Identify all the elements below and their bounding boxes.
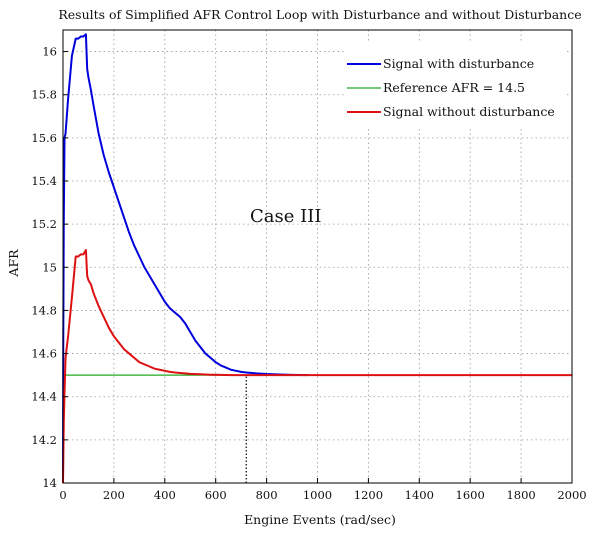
- x-tick-label: 0: [59, 488, 66, 502]
- x-tick-label: 1200: [354, 488, 383, 502]
- x-tick-label: 600: [205, 488, 227, 502]
- legend: Signal with disturbance Reference AFR = 1…: [345, 43, 567, 127]
- y-tick-label: 15.2: [31, 217, 57, 231]
- series-layer: [62, 33, 572, 484]
- case-annotation: Case III: [250, 206, 321, 227]
- y-tick-label: 14.8: [31, 303, 57, 317]
- x-axis-label: Engine Events (rad/sec): [244, 512, 396, 527]
- tick-layer: 0 200 400 600 800 1000 1200 1400 1600 1800 2000 14 1…: [31, 45, 586, 502]
- x-tick-label: 1800: [506, 488, 535, 502]
- x-tick-label: 200: [103, 488, 125, 502]
- y-tick-label: 15: [42, 260, 57, 274]
- x-tick-label: 400: [154, 488, 176, 502]
- legend-label: Signal without disturbance: [383, 104, 555, 119]
- y-tick-label: 15.4: [31, 174, 57, 188]
- y-tick-label: 16: [42, 45, 57, 59]
- series-line-signal-without-disturbance: [62, 249, 572, 484]
- y-tick-label: 15.6: [31, 131, 57, 145]
- y-tick-label: 14: [42, 476, 57, 490]
- legend-box: [345, 43, 567, 127]
- chart-title: Results of Simplified AFR Control Loop w…: [58, 7, 581, 22]
- series-line-signal-with-disturbance: [62, 33, 308, 484]
- x-tick-label: 800: [256, 488, 278, 502]
- y-tick-label: 15.8: [31, 88, 57, 102]
- legend-label: Signal with disturbance: [383, 56, 534, 71]
- y-tick-label: 14.6: [31, 347, 57, 361]
- x-tick-label: 1600: [456, 488, 485, 502]
- y-axis-label: AFR: [6, 249, 21, 278]
- x-tick-label: 1400: [405, 488, 434, 502]
- legend-label: Reference AFR = 14.5: [383, 80, 525, 95]
- x-tick-label: 2000: [557, 488, 586, 502]
- y-tick-label: 14.2: [31, 433, 57, 447]
- y-tick-label: 14.4: [31, 390, 57, 404]
- x-tick-label: 1000: [303, 488, 332, 502]
